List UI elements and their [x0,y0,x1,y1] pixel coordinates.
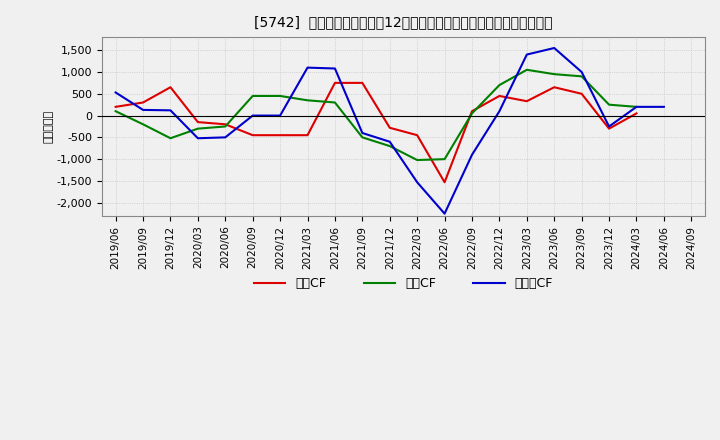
投資CF [112,109,120,114]
投資CF [330,100,339,105]
フリーCF [523,52,531,57]
フリーCF [112,90,120,95]
営業CF [468,109,477,114]
フリーCF [166,108,175,113]
フリーCF [550,45,559,51]
投資CF [523,67,531,73]
営業CF [112,104,120,110]
営業CF [166,84,175,90]
投資CF [440,157,449,162]
フリーCF [413,180,421,185]
営業CF [248,132,257,138]
投資CF [632,104,641,110]
投資CF [139,121,148,127]
営業CF [577,91,586,96]
フリーCF [194,136,202,141]
Y-axis label: （百万円）: （百万円） [44,110,54,143]
Line: フリーCF: フリーCF [116,48,664,214]
フリーCF [330,66,339,71]
フリーCF [221,135,230,140]
営業CF [632,111,641,116]
営業CF [139,100,148,105]
営業CF [358,80,366,85]
投資CF [358,135,366,140]
投資CF [577,74,586,79]
フリーCF [276,113,284,118]
営業CF [550,84,559,90]
投資CF [468,111,477,116]
投資CF [495,82,504,88]
Line: 投資CF: 投資CF [116,70,636,160]
フリーCF [468,152,477,158]
営業CF [495,93,504,99]
投資CF [385,143,394,149]
営業CF [194,120,202,125]
フリーCF [139,107,148,113]
営業CF [440,180,449,185]
フリーCF [440,211,449,216]
営業CF [221,121,230,127]
投資CF [221,124,230,129]
Title: [5742]  キャッシュフローの12か月移動合計の対前年同期増減額の推移: [5742] キャッシュフローの12か月移動合計の対前年同期増減額の推移 [254,15,553,29]
投資CF [303,98,312,103]
営業CF [385,125,394,130]
フリーCF [632,104,641,110]
投資CF [413,158,421,163]
フリーCF [303,65,312,70]
投資CF [166,136,175,141]
Line: 営業CF: 営業CF [116,83,636,182]
営業CF [605,126,613,131]
フリーCF [248,113,257,118]
営業CF [330,80,339,85]
フリーCF [605,124,613,129]
営業CF [303,132,312,138]
投資CF [248,93,257,99]
フリーCF [495,109,504,114]
Legend: 営業CF, 投資CF, フリーCF: 営業CF, 投資CF, フリーCF [249,272,558,295]
フリーCF [385,139,394,144]
フリーCF [660,104,668,110]
投資CF [276,93,284,99]
営業CF [413,132,421,138]
フリーCF [577,70,586,75]
投資CF [194,126,202,131]
営業CF [276,132,284,138]
営業CF [523,99,531,104]
投資CF [605,102,613,107]
投資CF [550,72,559,77]
フリーCF [358,130,366,136]
